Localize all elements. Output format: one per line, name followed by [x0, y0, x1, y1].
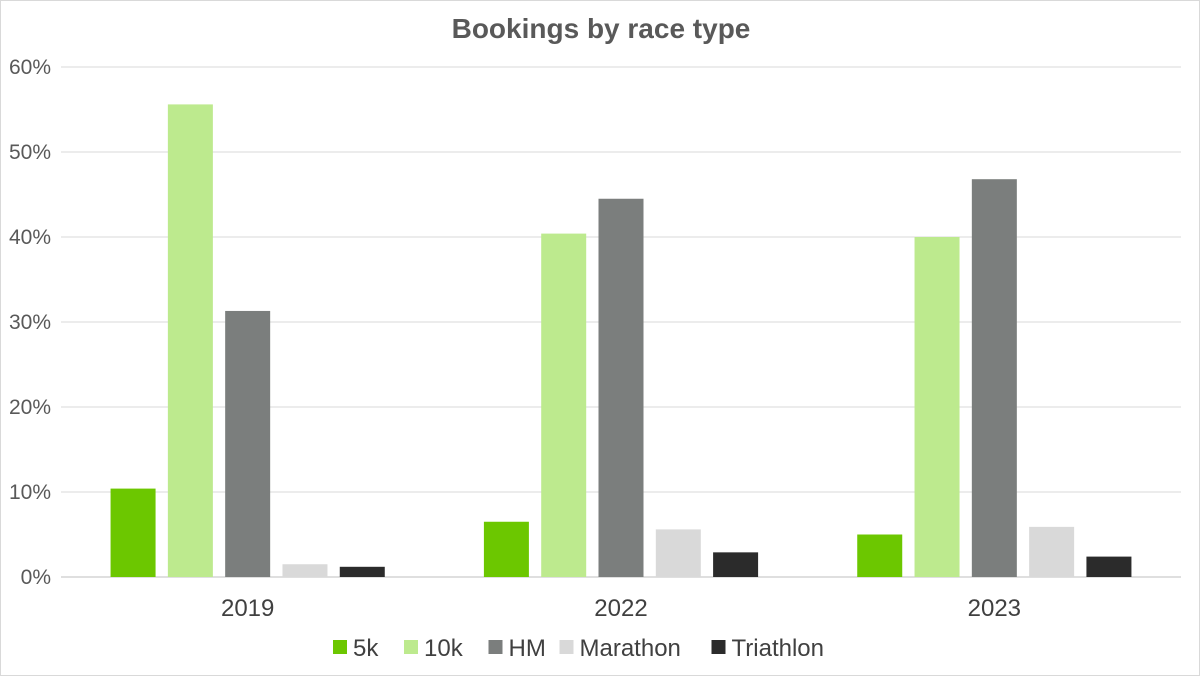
y-tick-label: 10% — [9, 481, 51, 504]
bar-5k-2022 — [483, 521, 529, 577]
legend-swatch-triathlon — [711, 640, 726, 654]
y-tick-label: 20% — [9, 396, 51, 419]
y-tick-label: 50% — [9, 141, 51, 164]
bar-10k-2022 — [541, 233, 587, 577]
category-label: 2022 — [594, 595, 647, 622]
bar-marathon-2022 — [655, 529, 701, 577]
bar-10k-2023 — [914, 237, 960, 577]
category-label: 2019 — [221, 595, 274, 622]
bar-5k-2019 — [110, 488, 156, 577]
legend-swatch-marathon — [559, 640, 574, 654]
legend-label-triathlon: Triathlon — [732, 635, 824, 662]
category-label: 2023 — [968, 595, 1021, 622]
legend-label-marathon: Marathon — [580, 635, 681, 662]
bar-hm-2023 — [971, 179, 1017, 577]
y-tick-label: 30% — [9, 311, 51, 334]
bar-hm-2022 — [598, 198, 644, 577]
legend-label-5k: 5k — [353, 635, 379, 662]
bar-marathon-2023 — [1029, 526, 1075, 577]
bar-triathlon-2023 — [1086, 556, 1132, 577]
bar-triathlon-2019 — [339, 566, 385, 577]
legend-label-hm: HM — [509, 635, 546, 662]
chart-title: Bookings by race type — [451, 13, 751, 44]
bar-5k-2023 — [857, 534, 903, 577]
y-tick-label: 60% — [9, 56, 51, 79]
bar-triathlon-2022 — [713, 552, 759, 577]
bar-10k-2019 — [167, 104, 213, 578]
y-tick-label: 0% — [21, 566, 51, 589]
legend-swatch-10k — [404, 640, 418, 654]
legend-label-10k: 10k — [424, 635, 464, 662]
bar-marathon-2019 — [282, 564, 328, 577]
bar-hm-2019 — [225, 310, 271, 577]
legend-swatch-hm — [488, 640, 503, 654]
legend-swatch-5k — [333, 640, 347, 654]
y-tick-label: 40% — [9, 226, 51, 249]
